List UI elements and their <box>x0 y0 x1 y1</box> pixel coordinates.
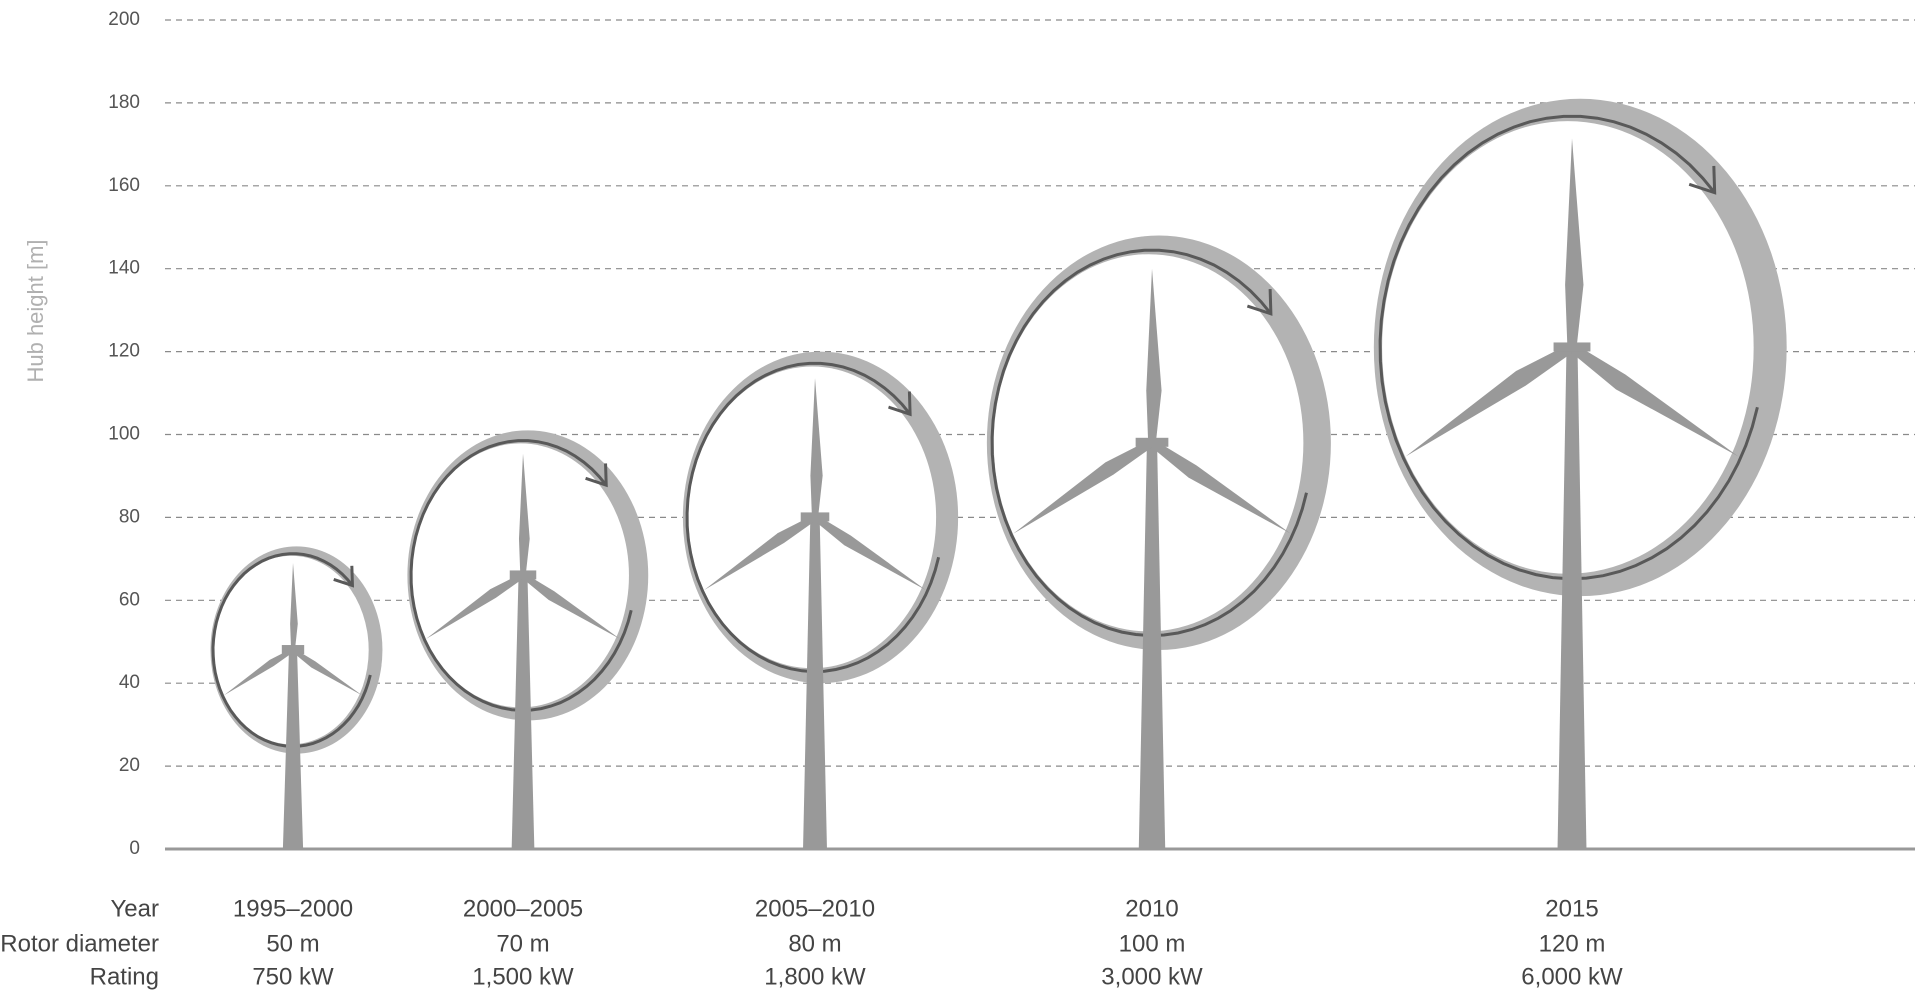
x-category-label: 2000–2005 <box>463 895 583 922</box>
nacelle <box>281 645 305 655</box>
blade <box>1565 138 1584 348</box>
tower <box>1557 347 1587 849</box>
rotation-arrow <box>211 552 372 748</box>
rating-label: 1,500 kW <box>472 963 574 990</box>
y-axis-title: Hub height [m] <box>23 239 48 382</box>
blade <box>292 648 363 696</box>
rating-label: 750 kW <box>252 963 334 990</box>
rotor-diameter-label: 50 m <box>266 930 319 957</box>
rating-label: 3,000 kW <box>1101 963 1203 990</box>
x-category-label: 2015 <box>1545 895 1598 922</box>
rating-label: 6,000 kW <box>1521 963 1623 990</box>
x-category-label: 1995–2000 <box>233 895 353 922</box>
nacelle <box>800 512 830 522</box>
rotor-diameter-label: 80 m <box>788 930 841 957</box>
y-tick-label: 160 <box>108 175 140 196</box>
turbine <box>407 430 649 849</box>
nacelle <box>509 570 537 580</box>
rotation-arrow <box>1378 114 1759 581</box>
blade <box>704 514 817 591</box>
turbine <box>682 351 959 849</box>
blade <box>1146 268 1162 443</box>
tower <box>1138 442 1166 849</box>
blade <box>290 562 298 651</box>
turbine <box>986 235 1331 849</box>
y-tick-label: 20 <box>119 755 140 776</box>
blade <box>813 514 926 591</box>
arrow-head <box>333 565 355 588</box>
y-tick-label: 140 <box>108 258 140 279</box>
blade <box>425 573 525 640</box>
row-label: Year <box>111 895 160 922</box>
nacelle <box>1553 342 1591 352</box>
rotor-diameter-label: 100 m <box>1119 930 1186 957</box>
rotation-arrow <box>685 361 941 674</box>
x-category-label: 2010 <box>1125 895 1178 922</box>
blade <box>810 378 823 518</box>
y-tick-label: 200 <box>108 9 140 30</box>
blade <box>1405 343 1575 457</box>
blade <box>1013 439 1154 534</box>
x-category-label: 2005–2010 <box>755 895 875 922</box>
tower <box>511 575 535 849</box>
rotation-arrow <box>409 439 633 712</box>
arrow-head <box>888 391 912 417</box>
rotor-diameter-label: 70 m <box>496 930 549 957</box>
turbine <box>1373 98 1787 849</box>
y-tick-label: 120 <box>108 341 140 362</box>
y-tick-label: 100 <box>108 424 140 445</box>
blade <box>1569 343 1739 457</box>
y-tick-label: 180 <box>108 92 140 113</box>
y-tick-label: 40 <box>119 672 140 693</box>
row-label: Rotor diameter <box>0 930 159 957</box>
tower <box>803 517 827 849</box>
y-tick-label: 80 <box>119 506 140 527</box>
rotor-diameter-label: 120 m <box>1539 930 1606 957</box>
y-tick-label: 0 <box>129 838 140 859</box>
blade <box>1150 439 1291 534</box>
turbine <box>210 546 383 849</box>
rotation-arrow <box>990 248 1308 638</box>
row-label: Rating <box>90 963 159 990</box>
blade <box>521 573 621 640</box>
nacelle <box>1135 437 1169 447</box>
blade <box>518 453 530 576</box>
arrow-head <box>585 463 608 488</box>
arrow-head <box>1246 289 1273 316</box>
blade <box>223 648 294 696</box>
rating-label: 1,800 kW <box>764 963 866 990</box>
y-tick-label: 60 <box>119 589 140 610</box>
tower <box>282 650 304 849</box>
arrow-head <box>1688 165 1717 195</box>
